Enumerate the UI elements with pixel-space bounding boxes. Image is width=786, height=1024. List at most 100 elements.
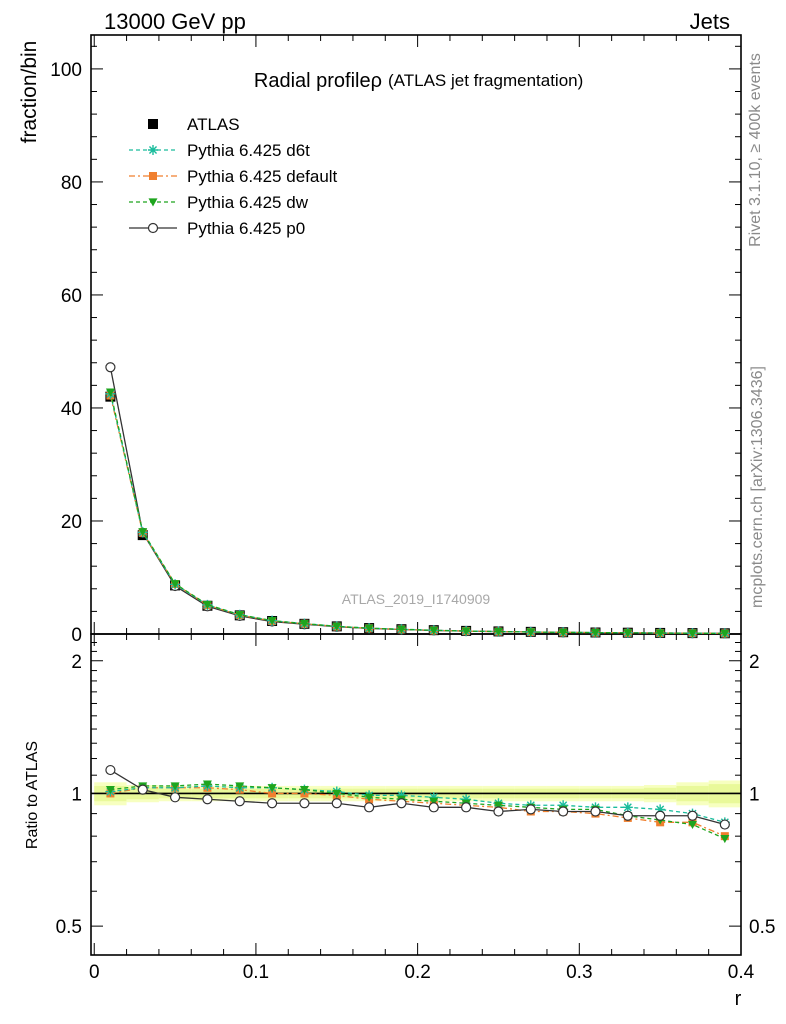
legend-label-p0: Pythia 6.425 p0 xyxy=(187,219,305,238)
y-tick-label: 80 xyxy=(61,173,82,194)
x-tick-label: 0.2 xyxy=(404,962,430,983)
y-axis-label: fraction/bin xyxy=(18,41,41,144)
ratio-y-tick-label-right: 1 xyxy=(749,784,760,805)
ratio-series-p0-point xyxy=(428,802,439,813)
ratio-y-tick-label-right: 2 xyxy=(749,652,760,673)
ratio-series-p0-point xyxy=(299,798,310,809)
series-dw-point xyxy=(170,580,180,589)
ratio-series-default-point xyxy=(268,789,277,798)
legend-marker-dw xyxy=(148,198,158,207)
ratio-y-axis-label: Ratio to ATLAS xyxy=(24,741,41,849)
series-dw-point xyxy=(299,620,309,629)
ratio-series-p0-point xyxy=(622,810,633,821)
ratio-series-d6t-line xyxy=(110,785,725,823)
x-axis-label: r xyxy=(735,988,742,1010)
header-left: 13000 GeV pp xyxy=(104,9,246,34)
ratio-series-dw-point xyxy=(687,820,697,830)
ratio-series-dw-point xyxy=(429,797,439,806)
ratio-series-p0-point xyxy=(655,810,666,821)
x-tick-label: 0 xyxy=(89,962,100,983)
ratio-series-p0-point xyxy=(461,802,472,813)
ratio-series-p0-point xyxy=(202,794,213,805)
series-dw-point xyxy=(623,629,633,638)
ratio-series-p0-line xyxy=(110,769,726,826)
series-p0-point xyxy=(105,362,116,373)
ratio-y-tick-label: 1 xyxy=(71,784,82,805)
ratio-y-tick-label: 2 xyxy=(71,652,82,673)
legend-label-ATLAS: ATLAS xyxy=(187,115,240,134)
legend-marker-default xyxy=(149,172,157,180)
ratio-series-p0-point xyxy=(396,798,407,809)
ratio-series-default-line xyxy=(110,787,726,837)
ratio-series-d6t-point xyxy=(558,800,569,811)
series-dw-point xyxy=(138,528,148,537)
legend-marker-ATLAS xyxy=(148,119,158,129)
ratio-series-p0-point xyxy=(687,810,698,821)
header-right: Jets xyxy=(690,9,730,34)
series-dw-point xyxy=(526,628,536,637)
series-dw-point xyxy=(396,625,406,634)
series-dw-point xyxy=(720,629,730,638)
legend-label-dw: Pythia 6.425 dw xyxy=(187,193,309,212)
ratio-series-p0-point xyxy=(719,819,730,830)
series-dw-point xyxy=(558,628,568,637)
ratio-series-p0-point xyxy=(234,796,245,807)
series-dw-point xyxy=(202,601,212,610)
ratio-y-tick-label-right: 0.5 xyxy=(749,917,775,938)
x-tick-label: 0.3 xyxy=(566,962,592,983)
ratio-series-dw-point xyxy=(202,780,212,789)
series-dw-point xyxy=(267,617,277,626)
ratio-series-d6t-point xyxy=(396,790,407,801)
ratio-series-dw-point xyxy=(364,793,374,802)
ratio-series-dw-point xyxy=(267,784,277,793)
series-dw-point xyxy=(493,627,503,637)
ratio-plot: 0 0.1 0.2 0.3 0.4 0.5 0.5 1 1 2 2 xyxy=(56,633,775,983)
ratio-series-p0-point xyxy=(169,792,181,803)
ratio-series-p0-point xyxy=(364,802,375,813)
ratio-series-d6t-point xyxy=(461,794,472,805)
legend-marker-d6t xyxy=(148,145,158,155)
series-dw-point xyxy=(655,629,665,638)
ratio-series-p0-point xyxy=(105,764,116,776)
y-tick-label: 60 xyxy=(61,286,82,307)
series-dw-point xyxy=(590,628,600,638)
y-tick-label: 40 xyxy=(61,399,82,420)
mcplots-label: mcplots.cern.ch [arXiv:1306.3436] xyxy=(749,366,766,608)
chart-title: Radial profileρ (ATLAS jet fragmentation… xyxy=(254,70,583,92)
series-dw-point xyxy=(364,624,374,633)
series-dw-point xyxy=(332,622,342,631)
ratio-series-dw-point xyxy=(235,782,245,791)
rivet-label: Rivet 3.1.10, ≥ 400k events xyxy=(747,53,764,247)
series-dw-point xyxy=(105,388,115,397)
series-dw-line xyxy=(109,391,725,635)
series-dw-point xyxy=(429,626,439,635)
ratio-series-dw-point xyxy=(299,786,309,795)
series-dw-point xyxy=(235,611,245,620)
main-frame xyxy=(90,34,742,635)
ratio-series-dw-point xyxy=(720,834,730,844)
legend-label-d6t: Pythia 6.425 d6t xyxy=(187,141,310,160)
ratio-series-p0-point xyxy=(266,798,278,809)
ratio-y-tick-label: 0.5 xyxy=(56,917,82,938)
ratio-series-p0-point xyxy=(525,804,536,815)
ratio-series-p0-point xyxy=(137,784,148,795)
ratio-series-p0-point xyxy=(590,806,601,817)
ratio-series-p0-point xyxy=(493,806,504,817)
legend-label-default: Pythia 6.425 default xyxy=(187,167,338,186)
ratio-series-d6t-point xyxy=(622,802,633,813)
legend-marker-p0 xyxy=(147,222,159,234)
x-tick-label: 0.4 xyxy=(728,962,755,983)
ratio-series-d6t-point xyxy=(655,804,666,815)
main-plot: 0 20 40 60 80 100 xyxy=(50,34,742,646)
y-tick-label: 100 xyxy=(50,60,82,81)
ratio-series-p0-point xyxy=(331,798,342,809)
series-dw-point xyxy=(687,629,697,638)
y-tick-label: 20 xyxy=(61,512,82,533)
watermark: ATLAS_2019_I1740909 xyxy=(342,591,491,607)
ratio-series-p0-point xyxy=(558,806,569,817)
ratio-series-dw-point xyxy=(493,801,503,810)
ratio-series-dw-point xyxy=(105,786,115,795)
chart-title-suffix: (ATLAS jet fragmentation) xyxy=(388,71,583,90)
legend: ATLAS Pythia 6.425 d6t Pythia 6.425 defaul… xyxy=(129,115,338,238)
